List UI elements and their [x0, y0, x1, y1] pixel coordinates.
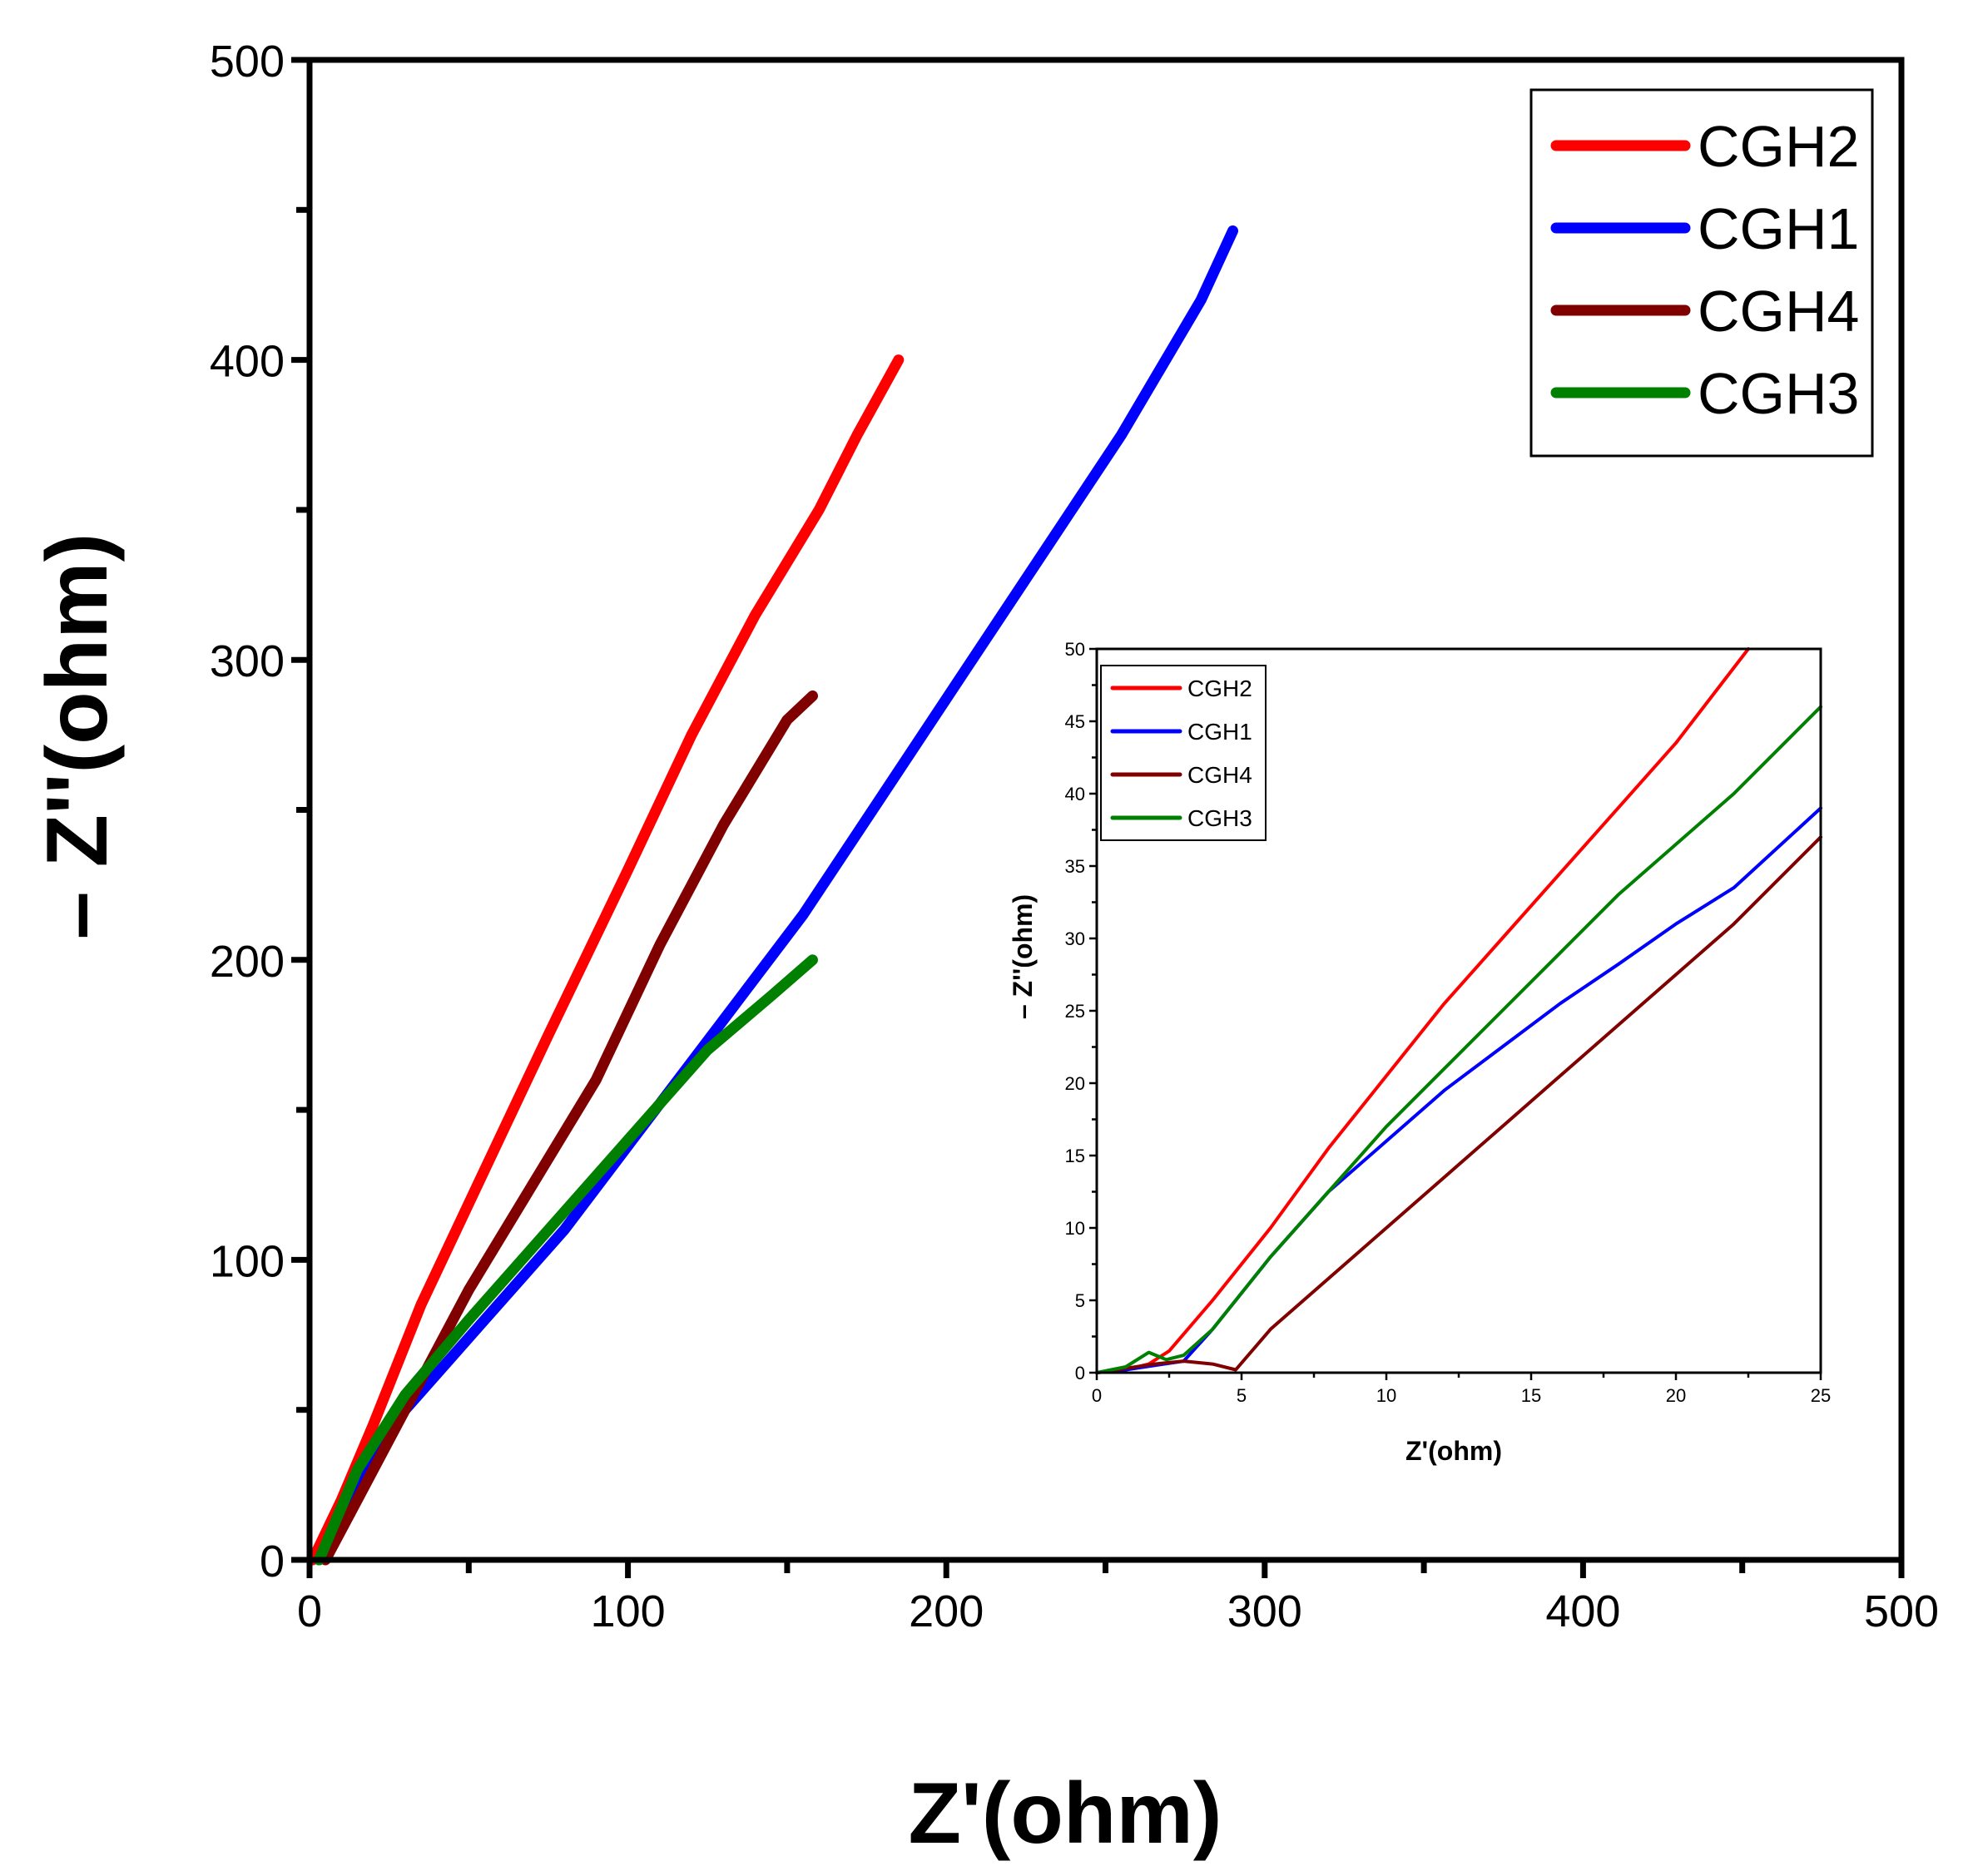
inset-series-group: [1095, 647, 1822, 1374]
y-tick-label: 100: [210, 1236, 285, 1286]
inset-y-tick-label: 20: [1065, 1073, 1085, 1094]
y-tick-label: 200: [210, 937, 285, 987]
inset-y-tick-label: 5: [1075, 1290, 1085, 1311]
main-legend: CGH2 CGH1 CGH4 CGH3: [1529, 88, 1874, 458]
inset-legend-label-cgh1: CGH1: [1187, 719, 1252, 745]
inset-y-tick-label: 0: [1075, 1363, 1085, 1383]
inset-x-tick-label: 20: [1666, 1385, 1686, 1406]
inset-x-tick-label: 15: [1521, 1385, 1541, 1406]
series-cgh4: [320, 691, 818, 1566]
y-axis-title: – Z''(ohm): [29, 533, 126, 940]
inset-legend-box: [1100, 665, 1267, 841]
inset-x-tick-label: 5: [1237, 1385, 1247, 1406]
x-tick-label: 500: [1864, 1586, 1939, 1636]
inset-chart: 0 5 10 15 20 25 0 5 10 15 20 25 30 35 40 45 50 Z'(ohm) –…: [1008, 639, 1831, 1466]
inset-y-tick-label: 45: [1065, 711, 1085, 732]
inset-y-axis-title: – Z''(ohm): [1008, 894, 1038, 1019]
inset-y-tick-label: 30: [1065, 928, 1085, 949]
x-tick-label: 400: [1545, 1586, 1620, 1636]
y-tick-label: 500: [210, 37, 285, 87]
y-tick-label: 400: [210, 337, 285, 387]
inset-x-tick-label: 10: [1376, 1385, 1396, 1406]
y-tick-label: 0: [260, 1537, 285, 1586]
inset-axes: 0 5 10 15 20 25 0 5 10 15 20 25 30 35 40 45 50: [1065, 639, 1832, 1406]
inset-y-tick-label: 25: [1065, 1001, 1085, 1022]
inset-legend-label-cgh3: CGH3: [1187, 805, 1252, 831]
y-tick-label: 300: [210, 636, 285, 686]
x-tick-label: 0: [297, 1586, 322, 1636]
x-tick-label: 300: [1227, 1586, 1302, 1636]
inset-y-tick-label: 15: [1065, 1146, 1085, 1166]
inset-y-tick-label: 50: [1065, 639, 1085, 660]
x-tick-label: 100: [591, 1586, 666, 1636]
inset-legend-label-cgh2: CGH2: [1187, 676, 1252, 701]
inset-legend-label-cgh4: CGH4: [1187, 762, 1252, 788]
inset-x-tick-label: 0: [1092, 1385, 1102, 1406]
inset-series-cgh4: [1095, 835, 1822, 1374]
x-tick-label: 200: [909, 1586, 984, 1636]
series-cgh3: [314, 954, 818, 1566]
series-cgh2: [307, 354, 905, 1566]
main-series-group: [307, 225, 1238, 1566]
inset-series-cgh3: [1095, 705, 1822, 1374]
legend-label-cgh1: CGH1: [1698, 196, 1859, 261]
inset-x-tick-label: 25: [1811, 1385, 1831, 1406]
inset-y-tick-label: 40: [1065, 784, 1085, 804]
inset-series-cgh2: [1095, 647, 1750, 1374]
legend-label-cgh4: CGH4: [1698, 279, 1859, 344]
inset-x-axis-title: Z'(ohm): [1405, 1436, 1502, 1466]
inset-y-tick-label: 35: [1065, 856, 1085, 877]
legend-label-cgh3: CGH3: [1698, 361, 1859, 426]
inset-legend: CGH2 CGH1 CGH4 CGH3: [1100, 665, 1267, 841]
x-axis-title: Z'(ohm): [908, 1765, 1222, 1862]
inset-y-tick-label: 10: [1065, 1218, 1085, 1239]
legend-label-cgh2: CGH2: [1698, 114, 1859, 179]
